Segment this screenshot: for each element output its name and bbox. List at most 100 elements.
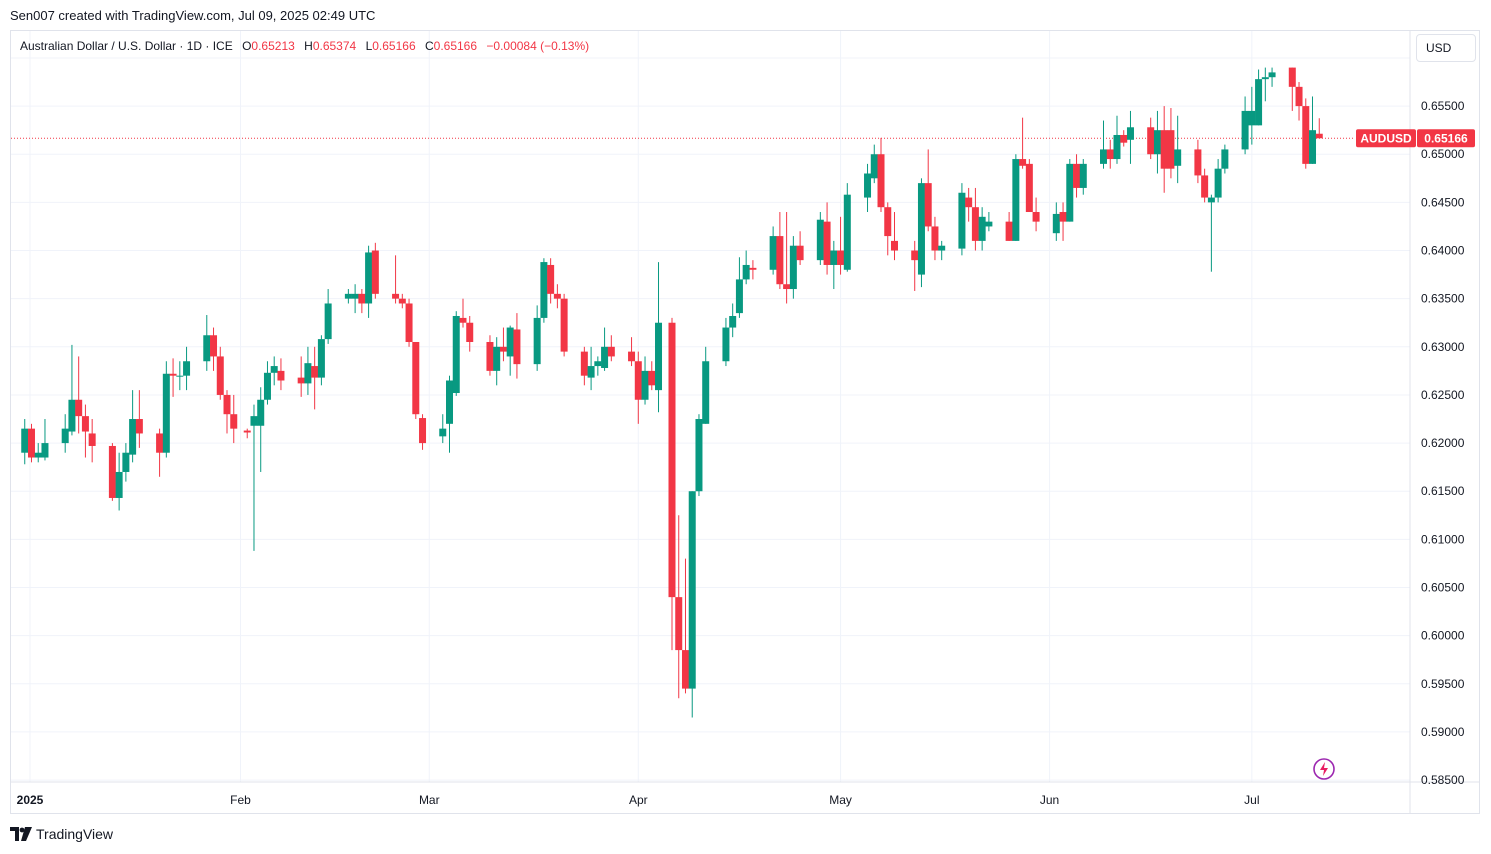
candle-body (702, 361, 710, 424)
candle-body (1059, 212, 1067, 222)
candle-body (493, 346, 501, 371)
candle-body (513, 329, 521, 365)
candle-body (688, 491, 696, 689)
candle-body (365, 252, 373, 304)
candle-body (1295, 86, 1303, 107)
price-tag-bg (1417, 129, 1475, 148)
candle-body (1126, 127, 1134, 140)
candle-body (446, 380, 454, 424)
candle-body (877, 154, 885, 208)
y-tick-label: 0.62000 (1421, 436, 1465, 450)
candle-body (115, 471, 123, 498)
candle-body (223, 394, 231, 415)
candle-body (1221, 149, 1229, 169)
candle-body (681, 650, 689, 689)
x-tick-label: Feb (230, 793, 251, 807)
candle-body (580, 351, 588, 376)
candle-body (890, 240, 898, 251)
high-value: 0.65374 (312, 39, 357, 53)
candle-body (304, 363, 312, 384)
y-tick-label: 0.64500 (1421, 195, 1465, 209)
candle-body (108, 445, 116, 498)
candle-body (628, 351, 636, 362)
x-tick-label: Jul (1244, 793, 1259, 807)
candle-body (547, 264, 555, 294)
lightning-icon[interactable] (1312, 757, 1336, 781)
candle-body (344, 293, 352, 299)
candle-body (924, 183, 932, 227)
tv-logo-icon (10, 827, 32, 841)
candle-body (594, 361, 602, 367)
candle-body (971, 207, 979, 241)
candle-body (405, 303, 413, 342)
candle-body (1207, 197, 1215, 203)
change-value: −0.00084 (−0.13%) (486, 39, 590, 53)
candle-body (129, 419, 137, 455)
tradingview-logo[interactable]: TradingView (10, 826, 113, 842)
x-tick-label: Mar (419, 793, 440, 807)
y-tick-label: 0.64000 (1421, 244, 1465, 258)
candle-body (533, 317, 541, 365)
candle-body (263, 372, 271, 400)
candle-body (864, 173, 872, 198)
candle-body (796, 245, 804, 261)
candle-body (439, 428, 447, 437)
candle-body (75, 399, 83, 417)
candle-body (324, 303, 332, 340)
candle-body (776, 236, 784, 285)
x-tick-label: May (829, 793, 852, 807)
candle-body (230, 414, 238, 429)
y-tick-label: 0.63500 (1421, 292, 1465, 306)
candle-body (1309, 130, 1317, 164)
candle-body (27, 428, 35, 458)
candle-body (122, 452, 130, 472)
candle-body (1288, 67, 1296, 87)
candle-body (735, 279, 743, 314)
candle-body (587, 366, 595, 378)
currency-button[interactable]: USD (1416, 34, 1476, 62)
x-tick-label: Apr (629, 793, 648, 807)
candle-body (560, 298, 568, 352)
candle-body (1019, 159, 1027, 166)
candle-body (1268, 72, 1276, 78)
candle-body (1005, 221, 1013, 241)
symbol-name: Australian Dollar / U.S. Dollar · 1D · I… (20, 39, 233, 53)
y-tick-label: 0.60500 (1421, 581, 1465, 595)
candle-body (317, 339, 325, 378)
candle-body (601, 346, 609, 368)
y-tick-label: 0.61500 (1421, 484, 1465, 498)
candle-body (243, 430, 251, 433)
candle-body (648, 370, 656, 386)
candle-body (203, 335, 211, 362)
candle-body (371, 250, 379, 294)
close-label: C (424, 39, 434, 53)
candle-body (358, 293, 366, 304)
candle-body (392, 293, 400, 299)
candle-body (911, 250, 919, 261)
candle-body (210, 335, 218, 357)
candle-body (675, 597, 683, 651)
candle-body (398, 298, 406, 304)
candle-body (311, 366, 319, 378)
candle-body (823, 221, 831, 265)
candle-body (769, 236, 777, 270)
chart-frame (10, 30, 1480, 814)
candle-body (816, 219, 824, 261)
candle-body (1052, 213, 1060, 234)
candle-body (1241, 110, 1249, 150)
candle-body (1079, 163, 1087, 188)
candle-body (81, 416, 89, 432)
symbol-tag-bg (1356, 129, 1416, 148)
candle-body (884, 207, 892, 237)
candle-body (156, 433, 164, 453)
candle-body (466, 322, 474, 342)
candle-body (965, 197, 973, 208)
candle-body (931, 226, 939, 251)
candle-body (1025, 163, 1033, 213)
y-tick-label: 0.59500 (1421, 677, 1465, 691)
candle-body (351, 293, 359, 299)
candles (21, 67, 1323, 718)
symbol-tag: AUDUSD (1360, 131, 1412, 145)
candle-body (783, 284, 791, 290)
